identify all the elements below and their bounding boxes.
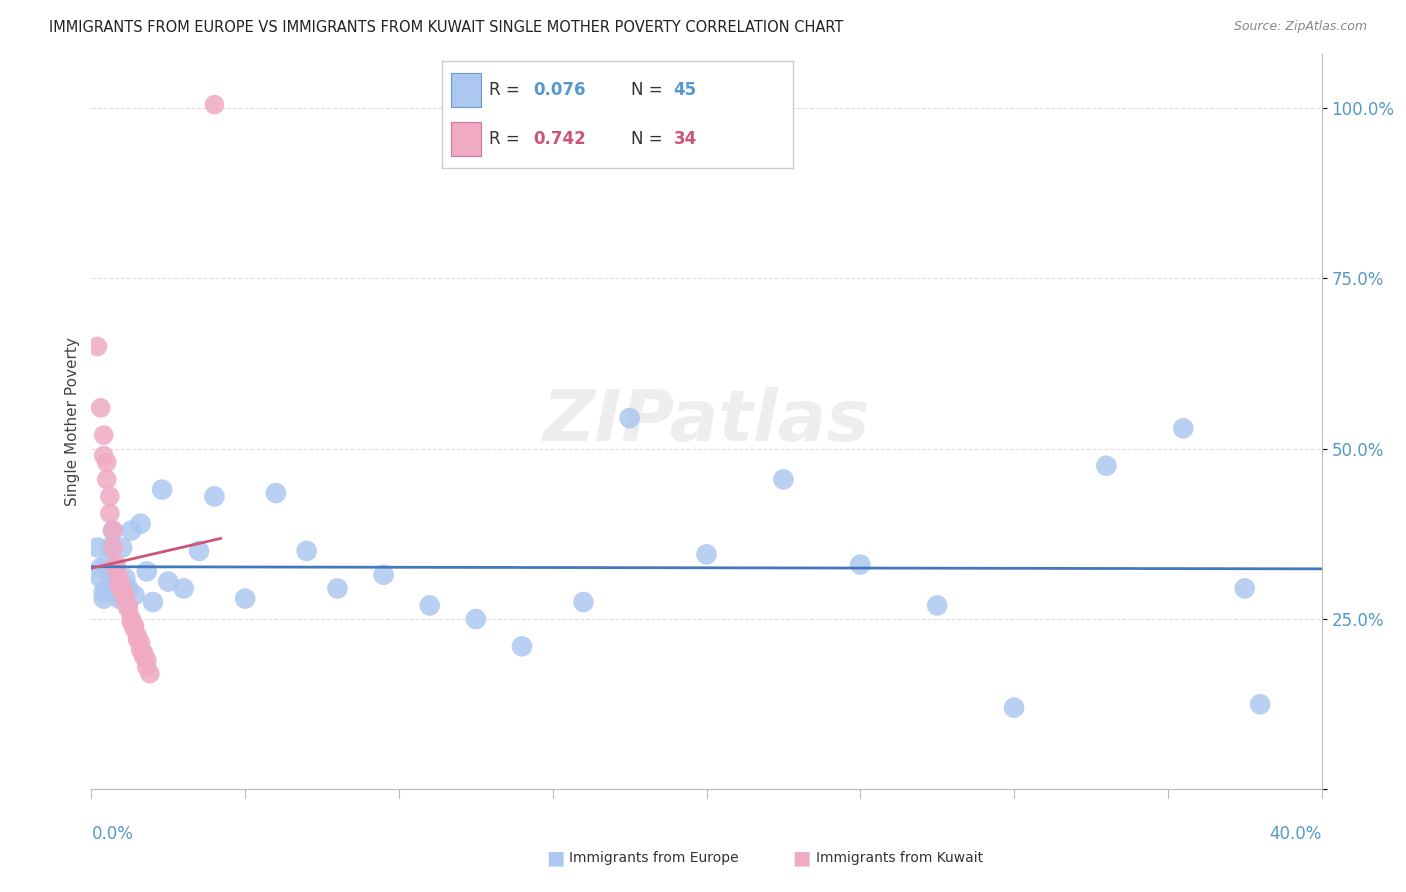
Point	[124, 619, 146, 633]
Point	[139, 666, 162, 681]
Point	[93, 428, 115, 442]
Point	[93, 584, 115, 599]
Point	[619, 411, 641, 425]
Point	[120, 615, 142, 630]
Text: 40.0%: 40.0%	[1270, 825, 1322, 843]
Point	[419, 599, 441, 613]
Point	[1002, 700, 1025, 714]
Point	[120, 524, 142, 538]
Point	[132, 646, 155, 660]
Point	[105, 561, 127, 575]
Point	[114, 595, 136, 609]
Point	[1173, 421, 1195, 435]
Point	[93, 449, 115, 463]
Point	[90, 571, 112, 585]
Point	[464, 612, 486, 626]
Point	[90, 401, 112, 415]
Point	[105, 588, 127, 602]
Point	[927, 599, 949, 613]
Point	[132, 649, 155, 664]
Point	[1233, 582, 1256, 596]
Point	[127, 632, 149, 647]
Point	[173, 582, 195, 596]
Point	[111, 582, 134, 596]
Point	[108, 571, 131, 585]
Text: IMMIGRANTS FROM EUROPE VS IMMIGRANTS FROM KUWAIT SINGLE MOTHER POVERTY CORRELATI: IMMIGRANTS FROM EUROPE VS IMMIGRANTS FRO…	[49, 20, 844, 35]
Text: Immigrants from Europe: Immigrants from Europe	[569, 851, 738, 865]
Text: ■: ■	[792, 848, 811, 868]
Point	[233, 591, 256, 606]
Point	[101, 524, 124, 538]
Point	[114, 588, 136, 602]
Point	[264, 486, 287, 500]
Point	[105, 558, 127, 572]
Text: ZIPatlas: ZIPatlas	[543, 387, 870, 456]
Point	[129, 642, 152, 657]
Point	[98, 578, 121, 592]
Point	[150, 483, 173, 497]
Point	[117, 602, 139, 616]
Point	[117, 599, 139, 613]
Point	[696, 547, 718, 561]
Text: ■: ■	[546, 848, 565, 868]
Point	[98, 490, 121, 504]
Point	[129, 636, 152, 650]
Point	[849, 558, 872, 572]
Point	[188, 544, 211, 558]
Point	[295, 544, 318, 558]
Point	[572, 595, 595, 609]
Point	[96, 558, 118, 572]
Point	[772, 472, 794, 486]
Point	[510, 640, 533, 654]
Point	[101, 541, 124, 555]
Point	[114, 571, 136, 585]
Point	[108, 591, 131, 606]
Text: Immigrants from Kuwait: Immigrants from Kuwait	[817, 851, 983, 865]
Point	[326, 582, 349, 596]
Point	[101, 584, 124, 599]
Point	[98, 507, 121, 521]
Text: Source: ZipAtlas.com: Source: ZipAtlas.com	[1233, 20, 1367, 33]
Point	[129, 516, 152, 531]
Point	[202, 97, 225, 112]
Text: 0.0%: 0.0%	[91, 825, 134, 843]
Point	[120, 612, 142, 626]
Point	[142, 595, 165, 609]
Point	[135, 565, 157, 579]
Point	[1249, 698, 1271, 712]
Point	[127, 629, 149, 643]
Point	[157, 574, 180, 589]
Point	[101, 524, 124, 538]
Point	[111, 584, 134, 599]
Point	[98, 541, 121, 555]
Point	[135, 660, 157, 674]
Point	[117, 582, 139, 596]
Point	[135, 653, 157, 667]
Point	[124, 622, 146, 636]
Point	[86, 339, 108, 353]
Point	[202, 490, 225, 504]
Point	[86, 541, 108, 555]
Point	[96, 472, 118, 486]
Point	[96, 582, 118, 596]
Y-axis label: Single Mother Poverty: Single Mother Poverty	[65, 337, 80, 506]
Point	[93, 591, 115, 606]
Point	[90, 561, 112, 575]
Point	[111, 541, 134, 555]
Point	[96, 455, 118, 469]
Point	[1095, 458, 1118, 473]
Point	[373, 567, 395, 582]
Point	[124, 588, 146, 602]
Point	[108, 578, 131, 592]
